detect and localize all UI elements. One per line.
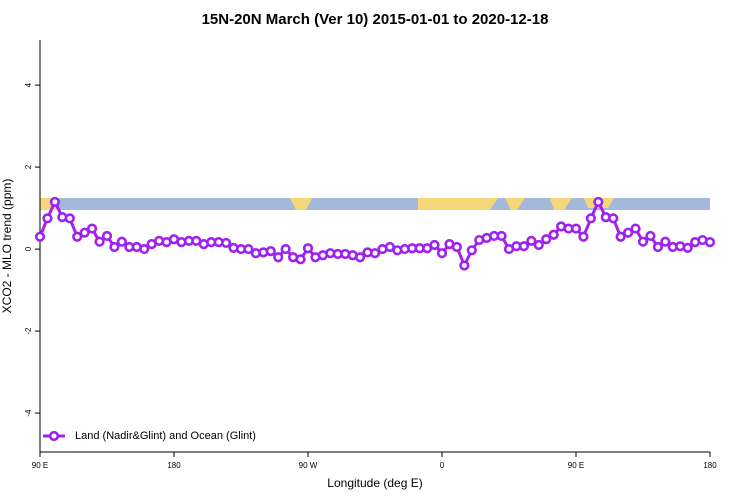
x-tick-label: 180 [167,461,181,470]
data-point [101,230,113,242]
data-point [459,260,470,271]
data-point [49,196,60,208]
data-point [64,213,75,224]
data-point [541,234,552,245]
data-point [295,254,306,265]
data-point [436,248,448,259]
x-axis-label: Longitude (deg E) [327,476,422,490]
data-point [221,237,232,249]
data-point [533,239,544,251]
data-point [273,252,284,263]
data-point [355,252,366,263]
data-point [72,231,83,242]
data-point [451,241,462,253]
data-point [42,213,53,224]
y-tick-label: 2 [24,164,33,169]
data-point [139,243,150,255]
data-point [578,231,589,242]
y-tick-label: 0 [24,246,33,251]
y-tick-label: -4 [24,409,33,417]
data-point [496,230,507,242]
data-point [623,227,634,238]
data-point [94,236,105,247]
y-tick-label: 4 [24,82,33,87]
data-point [429,239,440,251]
data-point [265,246,276,257]
y-axis-label: XCO2 - MLO trend (ppm) [0,179,14,314]
legend-label: Land (Nadir&Glint) and Ocean (Glint) [75,430,256,442]
data-point [369,248,381,259]
x-tick-label: 180 [703,461,717,470]
data-point [593,196,604,208]
data-point [466,245,477,256]
chart-title: 15N-20N March (Ver 10) 2015-01-01 to 202… [202,11,549,28]
x-tick-label: 90 W [299,461,318,470]
data-point [79,227,90,238]
data-point [518,241,529,252]
data-point [570,223,582,234]
data-point [615,231,626,242]
x-tick-label: 90 E [568,461,584,470]
data-point [660,236,671,247]
data-point [526,235,537,246]
data-point [87,223,98,234]
data-point [682,242,693,253]
data-point [34,231,46,242]
data-point [585,213,596,224]
data-point [652,241,663,253]
map-strip [40,198,710,210]
data-point [243,243,254,255]
data-point [302,243,314,254]
data-point [637,236,649,247]
data-point [548,229,559,240]
x-tick-label: 90 E [32,461,48,470]
data-point [704,237,716,248]
y-tick-label: -2 [24,327,33,335]
legend-marker [48,430,60,442]
data-point [608,213,619,224]
data-point [645,230,656,242]
data-point [116,236,127,247]
data-point [280,243,291,255]
data-point [630,223,641,234]
x-tick-label: 0 [440,461,445,470]
data-point [109,241,120,253]
